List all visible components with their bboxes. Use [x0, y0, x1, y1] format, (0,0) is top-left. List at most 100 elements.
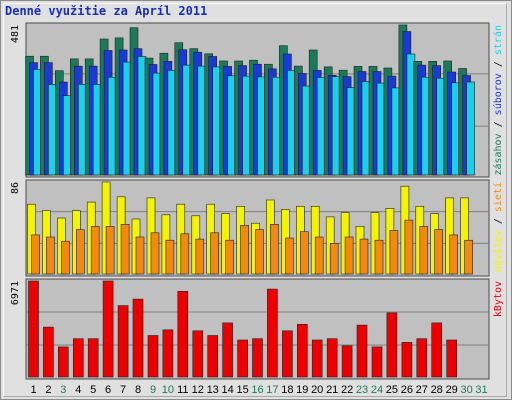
bar-sietí-7 — [120, 224, 130, 275]
bar-kBytov-4 — [73, 338, 84, 378]
legend-item-strán: strán — [492, 25, 504, 55]
bar-kBytov-28 — [431, 322, 443, 378]
bar-sietí-29 — [449, 234, 459, 275]
bar-kBytov-12 — [192, 330, 204, 378]
bar-sietí-3 — [60, 240, 70, 275]
x-tick-label-12: 12 — [192, 384, 204, 396]
bar-kBytov-13 — [207, 335, 218, 378]
x-tick-label-27: 27 — [416, 384, 428, 396]
bar-sietí-22 — [344, 236, 354, 275]
bar-sietí-23 — [359, 238, 369, 275]
bar-sietí-17 — [270, 224, 279, 275]
x-tick-label-11: 11 — [177, 384, 188, 396]
bar-kBytov-25 — [386, 312, 398, 378]
x-tick-label-7: 7 — [120, 384, 126, 396]
bar-kBytov-22 — [341, 345, 353, 378]
x-tick-label-20: 20 — [311, 384, 323, 396]
bar-sietí-24 — [374, 239, 384, 275]
bar-kBytov-24 — [371, 346, 383, 378]
x-tick-label-30: 30 — [460, 384, 472, 396]
x-tick-label-23: 23 — [356, 384, 368, 396]
x-tick-label-8: 8 — [135, 384, 141, 396]
x-tick-label-1: 1 — [30, 384, 36, 396]
legend-bottom: kBytov — [493, 281, 504, 317]
bar-kBytov-18 — [282, 330, 293, 378]
bar-sietí-16 — [255, 229, 264, 275]
bar-sietí-12 — [195, 238, 205, 275]
bar-kBytov-21 — [326, 338, 338, 378]
x-tick-label-28: 28 — [431, 384, 443, 396]
x-tick-label-14: 14 — [221, 384, 233, 396]
x-tick-label-24: 24 — [371, 384, 383, 396]
legend-separator: / — [493, 55, 504, 73]
legend-item-návštev: návštev — [492, 230, 504, 272]
legend-separator: / — [493, 212, 504, 230]
x-tick-label-13: 13 — [207, 384, 219, 396]
x-tick-label-3: 3 — [60, 384, 66, 396]
x-tick-label-18: 18 — [281, 384, 293, 396]
legend-item-kBytov: kBytov — [493, 281, 504, 317]
bar-kBytov-6 — [102, 280, 114, 378]
bar-sietí-21 — [329, 243, 339, 275]
bar-kBytov-23 — [356, 324, 368, 378]
legend-item-zásahov: zásahov — [492, 133, 504, 175]
x-tick-label-29: 29 — [446, 384, 458, 396]
x-tick-label-16: 16 — [251, 384, 263, 396]
legend-top: zásahov / súborov / strán — [492, 25, 504, 176]
bar-kBytov-2 — [43, 326, 54, 378]
x-tick-label-4: 4 — [75, 384, 81, 396]
bar-kBytov-1 — [28, 280, 39, 378]
bar-kBytov-5 — [87, 338, 99, 378]
bar-kBytov-14 — [222, 322, 233, 378]
bar-kBytov-3 — [57, 346, 69, 378]
x-tick-label-22: 22 — [341, 384, 353, 396]
x-tick-label-17: 17 — [266, 384, 278, 396]
bar-kBytov-15 — [237, 339, 248, 378]
bar-sietí-28 — [434, 229, 444, 275]
bar-strán-30 — [466, 81, 475, 176]
bar-kBytov-16 — [252, 338, 263, 378]
x-tick-label-6: 6 — [105, 384, 111, 396]
bar-sietí-19 — [299, 231, 309, 275]
bar-kBytov-26 — [401, 342, 413, 378]
bar-kBytov-11 — [177, 290, 189, 378]
x-tick-label-10: 10 — [162, 384, 174, 396]
bar-sietí-15 — [240, 225, 249, 275]
bar-sietí-1 — [31, 234, 40, 275]
bar-sietí-27 — [419, 226, 429, 275]
bar-kBytov-20 — [311, 339, 323, 378]
bar-kBytov-27 — [416, 338, 428, 378]
x-tick-label-2: 2 — [45, 384, 51, 396]
bar-kBytov-29 — [446, 339, 458, 378]
bar-sietí-4 — [76, 229, 85, 275]
x-tick-label-26: 26 — [401, 384, 413, 396]
bar-sietí-9 — [150, 232, 160, 275]
bar-kBytov-10 — [162, 329, 174, 378]
bar-sietí-2 — [46, 236, 55, 275]
y-max-label-bottom: 6971 — [10, 281, 21, 305]
bar-kBytov-7 — [117, 305, 129, 378]
bar-sietí-8 — [135, 236, 145, 275]
legend-middle: návštev / sietí — [492, 182, 504, 272]
bar-sietí-20 — [314, 236, 324, 275]
y-max-label-top: 481 — [10, 25, 21, 43]
x-tick-label-15: 15 — [236, 384, 248, 396]
legend-item-sietí: sietí — [492, 182, 504, 212]
x-tick-label-5: 5 — [90, 384, 96, 396]
legend-separator: / — [493, 115, 504, 133]
y-max-label-middle: 86 — [10, 182, 21, 194]
bar-sietí-11 — [180, 233, 190, 275]
x-tick-label-31: 31 — [475, 384, 487, 396]
bar-sietí-5 — [90, 226, 100, 275]
x-tick-label-19: 19 — [296, 384, 308, 396]
x-tick-label-21: 21 — [326, 384, 338, 396]
bar-sietí-14 — [225, 239, 234, 275]
legend-item-súborov: súborov — [492, 73, 504, 115]
bar-kBytov-17 — [267, 288, 278, 378]
bar-kBytov-9 — [147, 335, 159, 378]
bar-sietí-30 — [464, 239, 473, 275]
bar-sietí-6 — [105, 226, 115, 275]
bar-sietí-18 — [285, 237, 294, 275]
bar-sietí-25 — [389, 230, 399, 275]
